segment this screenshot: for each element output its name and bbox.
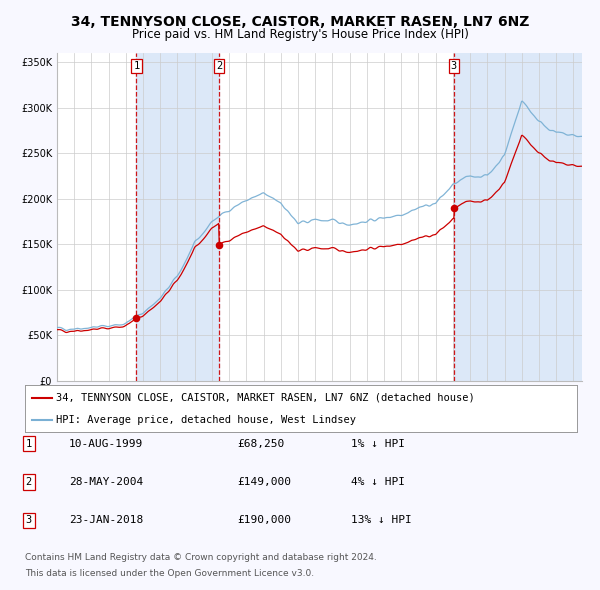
Text: This data is licensed under the Open Government Licence v3.0.: This data is licensed under the Open Gov… bbox=[25, 569, 314, 578]
Text: 10-AUG-1999: 10-AUG-1999 bbox=[69, 439, 143, 448]
Text: 2: 2 bbox=[26, 477, 32, 487]
Text: 2: 2 bbox=[216, 61, 222, 71]
Point bbox=[214, 240, 224, 250]
Text: 34, TENNYSON CLOSE, CAISTOR, MARKET RASEN, LN7 6NZ (detached house): 34, TENNYSON CLOSE, CAISTOR, MARKET RASE… bbox=[56, 393, 475, 403]
Point bbox=[131, 314, 141, 323]
Text: 34, TENNYSON CLOSE, CAISTOR, MARKET RASEN, LN7 6NZ: 34, TENNYSON CLOSE, CAISTOR, MARKET RASE… bbox=[71, 15, 529, 29]
Text: 23-JAN-2018: 23-JAN-2018 bbox=[69, 516, 143, 525]
Text: HPI: Average price, detached house, West Lindsey: HPI: Average price, detached house, West… bbox=[56, 415, 356, 425]
Text: 3: 3 bbox=[26, 516, 32, 525]
Text: 4% ↓ HPI: 4% ↓ HPI bbox=[351, 477, 405, 487]
Text: 28-MAY-2004: 28-MAY-2004 bbox=[69, 477, 143, 487]
Text: 13% ↓ HPI: 13% ↓ HPI bbox=[351, 516, 412, 525]
Text: 3: 3 bbox=[451, 61, 457, 71]
Bar bbox=[136, 53, 219, 381]
Text: Contains HM Land Registry data © Crown copyright and database right 2024.: Contains HM Land Registry data © Crown c… bbox=[25, 553, 377, 562]
Text: £149,000: £149,000 bbox=[237, 477, 291, 487]
Bar bbox=[454, 53, 582, 381]
Text: £68,250: £68,250 bbox=[237, 439, 284, 448]
Text: £190,000: £190,000 bbox=[237, 516, 291, 525]
Text: 1: 1 bbox=[26, 439, 32, 448]
Text: Price paid vs. HM Land Registry's House Price Index (HPI): Price paid vs. HM Land Registry's House … bbox=[131, 28, 469, 41]
Point bbox=[449, 203, 459, 212]
Text: 1: 1 bbox=[133, 61, 139, 71]
Text: 1% ↓ HPI: 1% ↓ HPI bbox=[351, 439, 405, 448]
